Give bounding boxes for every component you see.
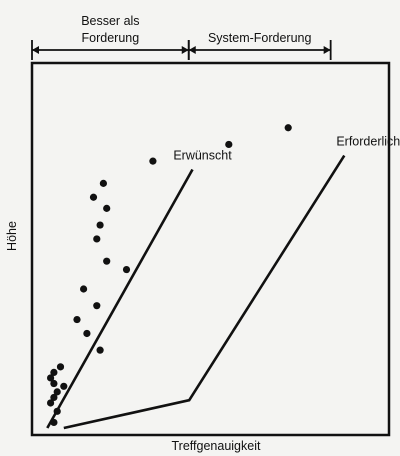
data-point xyxy=(93,235,101,243)
reference-lines: Erwünscht Erforderlich xyxy=(46,135,400,430)
line-label: Erwünscht xyxy=(173,148,232,162)
data-point xyxy=(83,329,91,338)
y-axis-label: Höhe xyxy=(5,221,19,251)
data-point xyxy=(225,140,233,149)
data-point xyxy=(96,346,104,354)
data-point xyxy=(284,124,292,132)
data-point xyxy=(149,157,157,165)
data-point xyxy=(99,179,107,187)
data-points xyxy=(47,124,292,427)
range-brackets: Besser als Forderung System-Forderung xyxy=(31,14,332,60)
plot-frame xyxy=(30,61,391,437)
data-point xyxy=(103,204,111,212)
range-label: System-Forderung xyxy=(208,31,312,45)
data-point xyxy=(50,379,58,388)
data-point xyxy=(53,407,61,415)
data-point xyxy=(50,368,58,376)
range-arrow xyxy=(32,46,39,54)
data-point xyxy=(93,302,101,310)
range-label: Besser als xyxy=(81,14,139,28)
range-arrow xyxy=(188,46,196,54)
range-arrow xyxy=(181,46,189,54)
data-point xyxy=(89,193,98,201)
line-erwünscht xyxy=(46,168,194,429)
data-point xyxy=(50,418,58,427)
data-point xyxy=(80,285,88,293)
data-point xyxy=(56,363,65,371)
data-point xyxy=(53,388,61,396)
range-arrow xyxy=(323,46,331,54)
data-point xyxy=(73,315,81,324)
range-bracket-1: Besser als Forderung xyxy=(31,14,190,60)
data-point xyxy=(96,221,104,229)
data-point xyxy=(60,382,68,390)
data-point xyxy=(50,393,58,402)
line-erforderlich xyxy=(63,154,346,430)
data-point xyxy=(103,257,111,265)
data-point xyxy=(47,374,55,382)
range-bracket-2: System-Forderung xyxy=(187,31,332,60)
x-axis-label: Treffgenauigkeit xyxy=(172,439,261,453)
data-point xyxy=(47,399,55,407)
data-point xyxy=(122,265,131,274)
line-label: Erforderlich xyxy=(336,135,400,149)
range-label: Forderung xyxy=(82,31,140,45)
